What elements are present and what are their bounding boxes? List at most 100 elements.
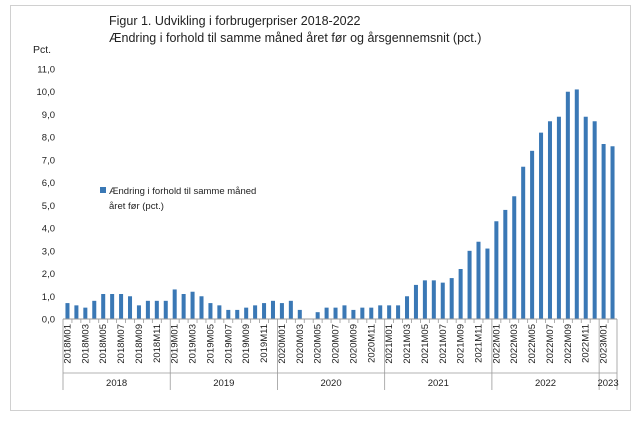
x-tick-label: 2021M03 [402,324,413,364]
x-tick-label: 2018M11 [152,324,163,363]
x-axis: 2018M01 2018M03 2018M05 2018M07 2018M09 2018M… [62,318,619,390]
bar [119,294,124,319]
bar [530,150,535,319]
bar [601,144,606,319]
bar [136,305,141,319]
bar [244,307,249,319]
x-tick-label: 2019M05 [205,324,216,364]
bar [449,278,454,319]
x-tick-label: 2019M09 [241,324,252,364]
y-tick-label: 4,0 [42,224,55,235]
year-group-label: 2023 [597,378,618,389]
bar [74,305,79,319]
x-tick-label: 2023M01 [599,324,610,364]
bar [208,303,213,319]
bar [297,309,302,319]
y-tick-label: 10,0 [37,87,56,98]
bar [190,291,195,319]
bar [235,309,240,319]
x-tick-label: 2019M11 [259,324,270,363]
bar [413,284,418,319]
x-tick-label: 2019M03 [188,324,199,364]
bar [110,294,115,319]
bar [378,305,383,319]
legend-label-line2: året før (pct.) [109,201,164,212]
bar [315,312,320,319]
legend: Ændring i forhold til samme måned året f… [100,186,256,212]
bar [387,305,392,319]
bar [172,289,177,319]
bar [145,300,150,319]
year-group-label: 2018 [106,378,127,389]
x-tick-label: 2021M11 [474,324,485,363]
x-tick-label: 2020M01 [277,324,288,364]
x-tick-label: 2020M07 [331,324,342,364]
bar [154,300,159,319]
x-tick-label: 2022M11 [581,324,592,363]
x-tick-label: 2018M05 [98,324,109,364]
x-tick-label: 2022M05 [527,324,538,364]
bar [226,309,231,319]
bar [253,305,258,319]
bar [592,121,597,320]
chart-title-line2: Ændring i forhold til samme måned året f… [109,31,481,45]
bar [583,116,588,319]
y-tick-label: 8,0 [42,133,55,144]
bar [333,307,338,319]
x-tick-label: 2022M03 [509,324,520,364]
x-tick-label: 2020M11 [366,324,377,363]
x-tick-label: 2020M05 [313,324,324,364]
year-group-label: 2022 [535,378,556,389]
chart-title-line1: Figur 1. Udvikling i forbrugerpriser 201… [109,14,361,28]
y-tick-label: 11,0 [37,65,55,76]
bar [396,305,401,319]
bar [288,300,293,319]
y-tick-label: 0,0 [42,315,55,326]
bar [181,294,186,319]
bar [92,300,97,319]
bar [556,116,561,319]
x-tick-label: 2020M09 [348,324,359,364]
bar [503,209,508,319]
bar [405,296,410,319]
bar [574,89,579,319]
bar [128,296,133,319]
bar [431,280,436,319]
year-group-label: 2020 [320,378,341,389]
bar [494,221,499,319]
x-tick-label: 2020M03 [295,324,306,364]
bar [270,300,275,319]
legend-swatch [100,187,106,193]
x-tick-label: 2021M07 [438,324,449,364]
bars [65,89,615,320]
x-tick-label: 2021M01 [384,324,395,364]
y-axis-label: Pct. [33,44,51,56]
bar [342,305,347,319]
x-tick-label: 2018M01 [62,324,73,364]
y-tick-label: 9,0 [42,110,55,121]
x-tick-label: 2018M03 [80,324,91,364]
bar [262,303,267,319]
x-tick-label: 2018M09 [134,324,145,364]
y-tick-label: 3,0 [42,246,55,257]
bar [65,303,70,319]
x-tick-label: 2019M01 [170,324,181,364]
bar [101,294,106,319]
y-tick-label: 1,0 [42,292,55,303]
y-tick-label: 7,0 [42,155,55,166]
bar [83,307,88,319]
x-tick-label: 2022M01 [491,324,502,364]
bar [521,166,526,319]
bar [458,269,463,319]
bar [485,248,490,319]
bar [351,309,356,319]
bar [565,91,570,319]
bar [279,303,284,319]
x-tick-label: 2019M07 [223,324,234,364]
bar [512,196,517,319]
x-tick-label: 2018M07 [116,324,127,364]
bar [199,296,204,319]
bar [610,146,615,319]
bar [467,250,472,319]
bar [360,307,365,319]
